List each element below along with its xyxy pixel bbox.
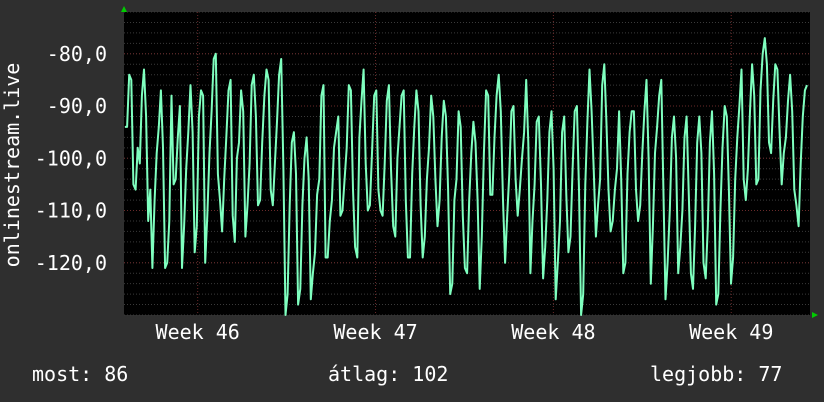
y-axis-label: onlinestream.live — [0, 63, 24, 268]
y-tick-label: -90,0 — [47, 94, 107, 118]
series-line — [125, 37, 808, 316]
average-value-stat: átlag: 102 — [328, 362, 449, 386]
y-tick-label: -100,0 — [35, 146, 107, 170]
x-tick-label: Week 47 — [333, 320, 417, 344]
x-tick-labels: Week 46 Week 47 Week 48 Week 49 — [156, 320, 774, 344]
x-tick-label: Week 49 — [689, 320, 773, 344]
y-tick-label: -80,0 — [47, 42, 107, 66]
current-value-stat: most: 86 — [32, 362, 129, 386]
x-axis-arrow — [812, 312, 818, 318]
best-value-stat: legjobb: 77 — [650, 362, 783, 386]
y-tick-label: -110,0 — [35, 199, 107, 223]
y-tick-label: -120,0 — [35, 251, 107, 275]
x-tick-label: Week 46 — [156, 320, 240, 344]
y-tick-labels: -80,0 -90,0 -100,0 -110,0 -120,0 — [35, 42, 107, 275]
y-axis-arrow — [121, 6, 127, 12]
x-tick-label: Week 48 — [511, 320, 595, 344]
